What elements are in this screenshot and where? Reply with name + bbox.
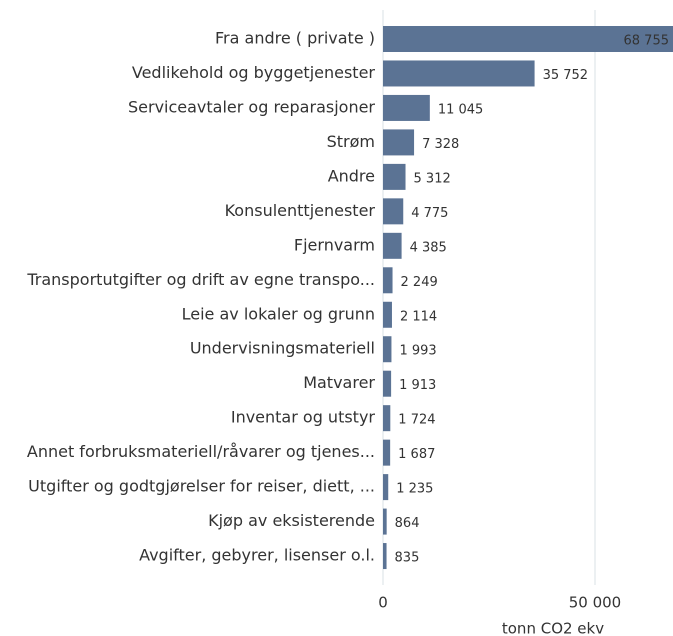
category-label: Utgifter og godtgjørelser for reiser, di… bbox=[28, 477, 375, 496]
category-label: Kjøp av eksisterende bbox=[208, 511, 375, 530]
bar bbox=[383, 129, 415, 156]
category-label: Fra andre ( private ) bbox=[215, 29, 375, 48]
category-label: Annet forbruksmateriell/råvarer og tjene… bbox=[27, 442, 375, 461]
bar bbox=[383, 474, 389, 501]
value-label: 1 724 bbox=[398, 413, 435, 428]
value-label: 1 913 bbox=[399, 378, 436, 393]
bar bbox=[383, 439, 391, 466]
bar bbox=[383, 232, 402, 259]
category-label: Andre bbox=[328, 166, 375, 185]
category-label: Matvarer bbox=[303, 373, 375, 392]
value-label: 864 bbox=[395, 516, 420, 531]
x-axis-label: tonn CO2 ekv bbox=[502, 620, 604, 636]
value-label: 4 775 bbox=[411, 206, 448, 221]
value-label: 1 993 bbox=[399, 344, 436, 359]
category-label: Leie av lokaler og grunn bbox=[182, 304, 375, 323]
bar bbox=[383, 336, 392, 363]
value-label: 1 235 bbox=[396, 482, 433, 497]
bar bbox=[383, 163, 406, 190]
category-label: Vedlikehold og byggetjenester bbox=[132, 63, 376, 82]
bar bbox=[383, 60, 535, 87]
category-label: Avgifter, gebyrer, lisenser o.l. bbox=[139, 546, 375, 565]
category-label: Inventar og utstyr bbox=[231, 408, 376, 427]
bar bbox=[383, 198, 404, 225]
category-label: Konsulenttjenester bbox=[225, 201, 376, 220]
bar bbox=[383, 543, 387, 570]
bar bbox=[383, 370, 392, 397]
bar bbox=[383, 508, 387, 535]
value-label: 4 385 bbox=[410, 240, 447, 255]
value-label: 2 114 bbox=[400, 309, 437, 324]
value-label: 2 249 bbox=[401, 275, 438, 290]
bar bbox=[383, 405, 391, 432]
bar bbox=[383, 26, 673, 52]
value-label: 835 bbox=[395, 551, 420, 566]
category-label: Transportutgifter og drift av egne trans… bbox=[26, 270, 375, 289]
x-tick-label: 50 000 bbox=[569, 594, 622, 612]
value-label: 11 045 bbox=[438, 102, 484, 117]
value-label: 35 752 bbox=[543, 68, 589, 83]
category-label: Serviceavtaler og reparasjoner bbox=[128, 97, 375, 116]
value-label: 7 328 bbox=[422, 137, 459, 152]
category-label: Strøm bbox=[327, 132, 375, 151]
bar bbox=[383, 267, 393, 294]
bar bbox=[383, 301, 392, 328]
value-label: 5 312 bbox=[414, 171, 451, 186]
value-label: 1 687 bbox=[398, 447, 435, 462]
x-tick-label: 0 bbox=[378, 594, 388, 612]
category-label: Fjernvarm bbox=[294, 235, 375, 254]
category-label: Undervisningsmateriell bbox=[190, 339, 375, 358]
value-label: 68 755 bbox=[624, 34, 670, 49]
bar bbox=[383, 94, 430, 121]
